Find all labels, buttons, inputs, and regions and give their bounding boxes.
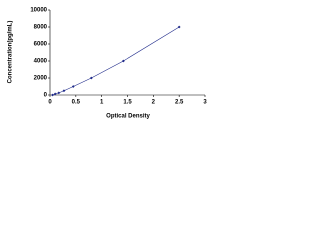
point: [53, 92, 57, 96]
x-tick-label: 2: [152, 100, 156, 106]
x-axis-label: Optical Density: [106, 114, 150, 120]
x-tick-label: 1: [100, 100, 104, 106]
point: [71, 85, 75, 88]
point: [89, 76, 93, 80]
chart: Optical Density Concentration(pg/mL) 020…: [8, 8, 208, 120]
y-tick-label: 0: [44, 93, 48, 99]
point: [177, 25, 181, 29]
x-tick-label: 0.5: [72, 100, 81, 106]
y-tick-label: 8000: [34, 25, 48, 31]
curve: [52, 26, 180, 96]
x-tick-label: 2.5: [175, 100, 184, 106]
point: [62, 89, 66, 93]
point: [57, 91, 61, 95]
x-tick-label: 3: [203, 100, 207, 106]
point: [51, 93, 54, 97]
y-tick-label: 6000: [34, 42, 48, 48]
x-tick-label: 0: [48, 100, 52, 106]
point: [121, 59, 125, 63]
y-tick-label: 2000: [34, 76, 48, 82]
y-axis-label: Concentration(pg/mL): [8, 21, 14, 84]
x-tick-label: 1.5: [123, 100, 132, 106]
y-tick-label: 10000: [30, 8, 47, 14]
y-tick-label: 4000: [34, 59, 48, 65]
